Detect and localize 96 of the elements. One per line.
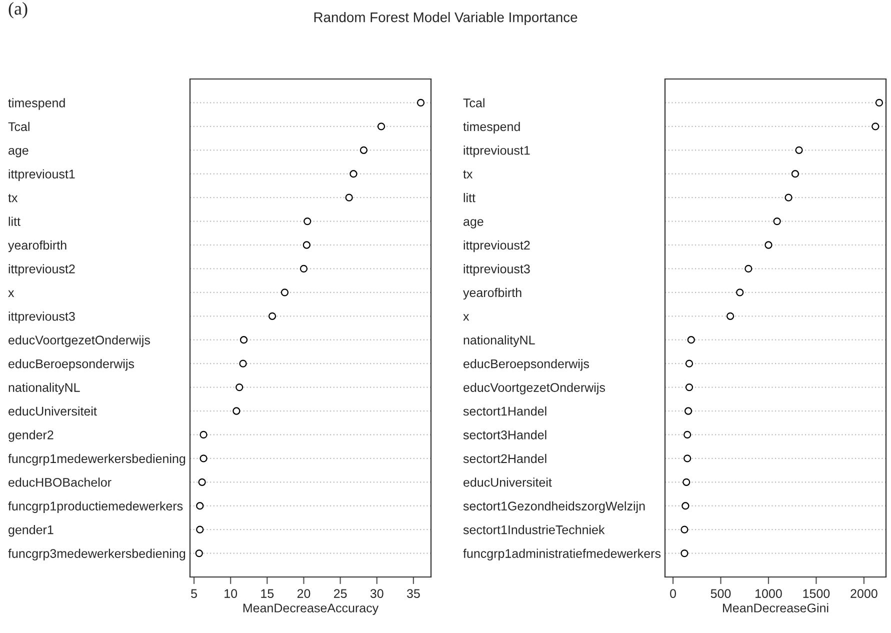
- point: [795, 146, 803, 154]
- y-tick-label: sectort2Handel: [463, 454, 546, 464]
- point: [198, 478, 206, 486]
- x-tick-label: 35: [406, 589, 420, 598]
- point: [685, 360, 694, 368]
- x-tick-label: 30: [370, 589, 384, 598]
- y-tick-label: ittprevioust2: [464, 240, 530, 252]
- point: [872, 122, 880, 130]
- x-tick-label: 2000: [850, 589, 878, 598]
- point: [196, 526, 204, 534]
- point: [239, 360, 247, 368]
- y-tick-label: educUniversiteit: [464, 478, 552, 487]
- point: [345, 194, 353, 202]
- x-tick-label: 25: [334, 589, 347, 598]
- y-tick-label: sectort1GezondheidszorgWelzijn: [463, 501, 645, 513]
- point: [377, 122, 386, 130]
- x-tick-label: 0: [670, 589, 676, 598]
- point: [240, 336, 248, 344]
- point: [232, 407, 240, 415]
- point: [685, 383, 694, 392]
- y-tick-label: ittprevioust3: [8, 312, 75, 324]
- text: (a): [8, 2, 28, 18]
- y-tick-label: funcgrp1administratiefmedewerkers: [463, 548, 661, 560]
- y-tick-label: educUniversiteit: [8, 406, 97, 416]
- y-tick-label: tx: [463, 170, 473, 178]
- y-tick-label: ittprevioust2: [8, 264, 75, 276]
- y-tick-label: timespend: [463, 122, 520, 134]
- x-tick-label: 1500: [803, 589, 830, 598]
- point: [200, 454, 208, 462]
- point: [302, 241, 310, 249]
- y-tick-label: nationalityNL: [464, 335, 535, 347]
- y-tick-label: x: [463, 314, 470, 321]
- chart-title: Random Forest Model Variable Importance: [314, 12, 578, 25]
- y-tick-label: sectort1IndustrieTechniek: [463, 525, 605, 534]
- point: [684, 454, 692, 462]
- y-tick-label: Tcal: [463, 98, 484, 108]
- y-tick-label: age: [8, 148, 28, 158]
- y-tick-label: ittprevioust3: [464, 264, 530, 276]
- point: [304, 217, 312, 226]
- x-tick-label: 1000: [756, 589, 782, 598]
- y-tick-label: educHBOBachelor: [8, 478, 112, 487]
- y-tick-label: gender1: [8, 525, 54, 537]
- point: [350, 170, 358, 178]
- y-tick-label: yearofbirth: [463, 288, 522, 300]
- y-tick-label: ittprevioust1: [464, 146, 530, 158]
- point: [200, 430, 208, 439]
- y-tick-label: age: [464, 219, 484, 228]
- point: [195, 549, 203, 558]
- y-tick-label: yearofbirth: [8, 240, 66, 252]
- y-tick-label: funcgrp1medewerkersbediening: [8, 454, 186, 466]
- point: [764, 241, 772, 249]
- point: [682, 478, 690, 486]
- point: [736, 288, 744, 296]
- point: [196, 502, 204, 510]
- point: [773, 217, 781, 226]
- y-tick-label: sectort1Handel: [463, 406, 546, 416]
- x-tick-label: 15: [261, 589, 274, 598]
- y-tick-label: sectort3Handel: [463, 430, 546, 440]
- point: [687, 336, 695, 344]
- point: [680, 549, 688, 558]
- x-tick-label: 5: [191, 589, 197, 598]
- y-tick-label: gender2: [8, 430, 54, 442]
- point: [784, 194, 792, 202]
- y-tick-label: Tcal: [8, 122, 30, 132]
- point: [726, 312, 734, 320]
- y-tick-label: tx: [8, 194, 18, 202]
- point: [682, 502, 690, 510]
- x-tick-label: 10: [224, 589, 238, 598]
- point: [684, 430, 692, 439]
- y-tick-label: educBeroepsonderwijs: [8, 359, 134, 371]
- y-tick-label: educBeroepsonderwijs: [464, 359, 590, 371]
- y-tick-label: litt: [8, 216, 20, 226]
- point: [300, 264, 308, 273]
- point: [744, 264, 752, 273]
- x-tick-label: 500: [710, 589, 731, 598]
- point: [268, 312, 276, 320]
- y-tick-label: ittprevioust1: [8, 169, 75, 181]
- point: [791, 170, 800, 178]
- point: [236, 383, 244, 392]
- point: [684, 407, 692, 415]
- point: [680, 526, 688, 534]
- x-axis-title: MeanDecreaseAccuracy: [243, 604, 379, 615]
- x-tick-label: 20: [297, 589, 310, 598]
- point: [875, 98, 884, 107]
- point: [416, 98, 425, 107]
- y-tick-label: nationalityNL: [8, 382, 80, 394]
- point: [280, 288, 289, 296]
- x-axis-title: MeanDecreaseGini: [723, 603, 828, 612]
- y-tick-label: funcgrp1productiemedewerkers: [8, 501, 183, 513]
- y-tick-label: funcgrp3medewerkersbediening: [8, 548, 186, 560]
- y-tick-label: educVoortgezetOnderwijs: [8, 335, 150, 347]
- y-tick-label: x: [8, 290, 14, 297]
- y-tick-label: educVoortgezetOnderwijs: [464, 382, 605, 394]
- y-tick-label: litt: [464, 193, 476, 202]
- point: [360, 146, 368, 154]
- y-tick-label: timespend: [8, 98, 65, 110]
